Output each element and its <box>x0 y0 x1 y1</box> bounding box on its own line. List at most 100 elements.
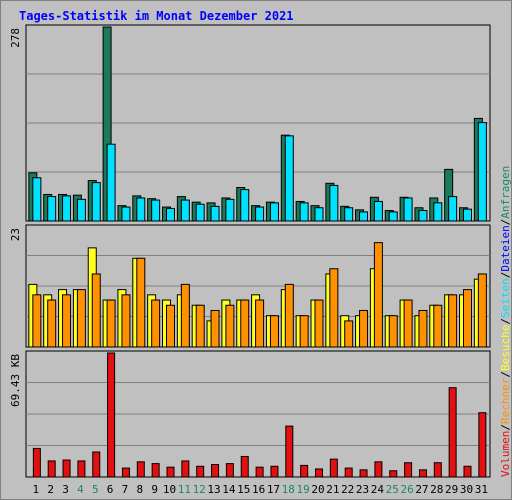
day-label: 4 <box>77 483 84 496</box>
bar-dateien-day-28 <box>433 202 443 222</box>
bar-seiten-day-13 <box>210 309 220 348</box>
bar-seiten-day-19 <box>299 315 309 348</box>
bar-seiten-day-7 <box>121 294 131 348</box>
bar-dateien-day-3 <box>62 195 72 222</box>
bar-volumen-day-9 <box>151 463 160 478</box>
bar-volumen-day-24 <box>374 461 383 478</box>
bar-dateien-day-31 <box>477 122 487 222</box>
bar-volumen-day-15 <box>240 455 249 478</box>
day-label: 25 <box>386 483 399 496</box>
bar-volumen-day-21 <box>329 458 338 478</box>
bar-dateien-day-14 <box>225 198 235 222</box>
bar-seiten-day-2 <box>47 299 57 348</box>
bar-volumen-day-28 <box>433 462 442 478</box>
bar-dateien-day-30 <box>463 208 472 222</box>
bar-dateien-day-9 <box>151 199 161 222</box>
day-label: 31 <box>475 483 488 496</box>
legend-entry: Besuche <box>499 325 512 371</box>
bar-dateien-day-16 <box>255 206 265 222</box>
bar-volumen-day-5 <box>92 451 101 478</box>
day-label: 13 <box>207 483 220 496</box>
bar-volumen-day-29 <box>448 387 457 478</box>
day-label: 6 <box>107 483 114 496</box>
day-label: 27 <box>415 483 428 496</box>
bar-volumen-day-19 <box>300 464 309 478</box>
bar-seiten-day-8 <box>136 257 146 348</box>
bar-dateien-day-6 <box>106 143 116 222</box>
legend-entry: Volumen <box>499 431 512 477</box>
bar-seiten-day-29 <box>448 294 458 348</box>
day-label: 17 <box>267 483 280 496</box>
day-label: 21 <box>326 483 339 496</box>
legend-entry: Rechner <box>499 377 512 424</box>
bar-dateien-day-5 <box>91 182 101 222</box>
day-label: 12 <box>193 483 206 496</box>
bar-dateien-day-19 <box>299 202 309 222</box>
bar-seiten-day-17 <box>269 315 279 348</box>
bar-dateien-day-13 <box>210 205 220 222</box>
bar-volumen-day-17 <box>270 465 279 478</box>
day-label: 28 <box>430 483 443 496</box>
bar-seiten-day-3 <box>62 294 72 348</box>
bar-seiten-day-1 <box>32 294 42 348</box>
day-label: 22 <box>341 483 354 496</box>
day-label: 14 <box>222 483 236 496</box>
legend-entry: / <box>499 219 512 226</box>
bar-seiten-day-25 <box>388 315 398 348</box>
bar-volumen-day-6 <box>107 352 116 478</box>
legend-entry: / <box>499 272 512 279</box>
legend-entry: Seiten <box>499 278 512 318</box>
day-label: 1 <box>33 483 40 496</box>
bar-dateien-day-17 <box>269 202 279 222</box>
bar-dateien-day-11 <box>180 199 190 222</box>
bar-volumen-day-31 <box>478 412 487 478</box>
chart-title: Tages-Statistik im Monat Dezember 2021 <box>19 9 294 23</box>
bar-seiten-day-20 <box>314 299 324 348</box>
bar-volumen-day-27 <box>418 469 427 478</box>
right-legend: Volumen/Rechner/Besuche/Seiten/Dateien/A… <box>499 166 512 477</box>
day-label: 19 <box>297 483 310 496</box>
day-label: 15 <box>237 483 250 496</box>
bar-seiten-day-16 <box>255 299 265 348</box>
bar-volumen-day-30 <box>463 465 472 478</box>
ymax-label: 69.43 KB <box>9 354 22 407</box>
bar-seiten-day-21 <box>329 268 339 348</box>
ymax-label: 278 <box>9 28 22 48</box>
day-label: 8 <box>136 483 143 496</box>
bar-dateien-day-29 <box>448 196 458 222</box>
bar-seiten-day-22 <box>344 320 354 348</box>
bar-dateien-day-23 <box>359 211 369 222</box>
bar-dateien-day-18 <box>284 135 294 222</box>
bar-volumen-day-18 <box>285 425 294 478</box>
bar-volumen-day-23 <box>359 469 368 478</box>
day-label: 10 <box>163 483 176 496</box>
bar-volumen-day-25 <box>389 470 398 478</box>
bar-dateien-day-22 <box>344 207 354 222</box>
bar-volumen-day-16 <box>255 466 264 478</box>
day-label: 30 <box>460 483 473 496</box>
bar-seiten-day-6 <box>106 299 116 348</box>
bar-seiten-day-11 <box>180 283 190 348</box>
bar-seiten-day-30 <box>463 289 472 348</box>
day-label: 7 <box>122 483 129 496</box>
bar-seiten-day-23 <box>359 309 369 348</box>
bar-volumen-day-7 <box>121 467 130 478</box>
bar-dateien-day-20 <box>314 207 324 222</box>
bar-seiten-day-28 <box>433 304 443 348</box>
bar-seiten-day-15 <box>240 299 250 348</box>
bar-seiten-day-14 <box>225 304 235 348</box>
day-label: 16 <box>252 483 265 496</box>
bar-seiten-day-4 <box>76 289 86 348</box>
bar-dateien-day-15 <box>240 189 250 222</box>
day-label: 11 <box>178 483 191 496</box>
bar-dateien-day-25 <box>388 211 398 222</box>
bar-volumen-day-13 <box>211 463 220 478</box>
bar-dateien-day-8 <box>136 197 146 222</box>
day-label: 5 <box>92 483 99 496</box>
bar-dateien-day-2 <box>47 196 57 222</box>
legend-entry: / <box>499 318 512 325</box>
bar-dateien-day-10 <box>166 207 175 222</box>
bar-volumen-day-1 <box>32 447 41 478</box>
day-label: 3 <box>62 483 69 496</box>
bar-seiten-day-26 <box>403 299 413 348</box>
